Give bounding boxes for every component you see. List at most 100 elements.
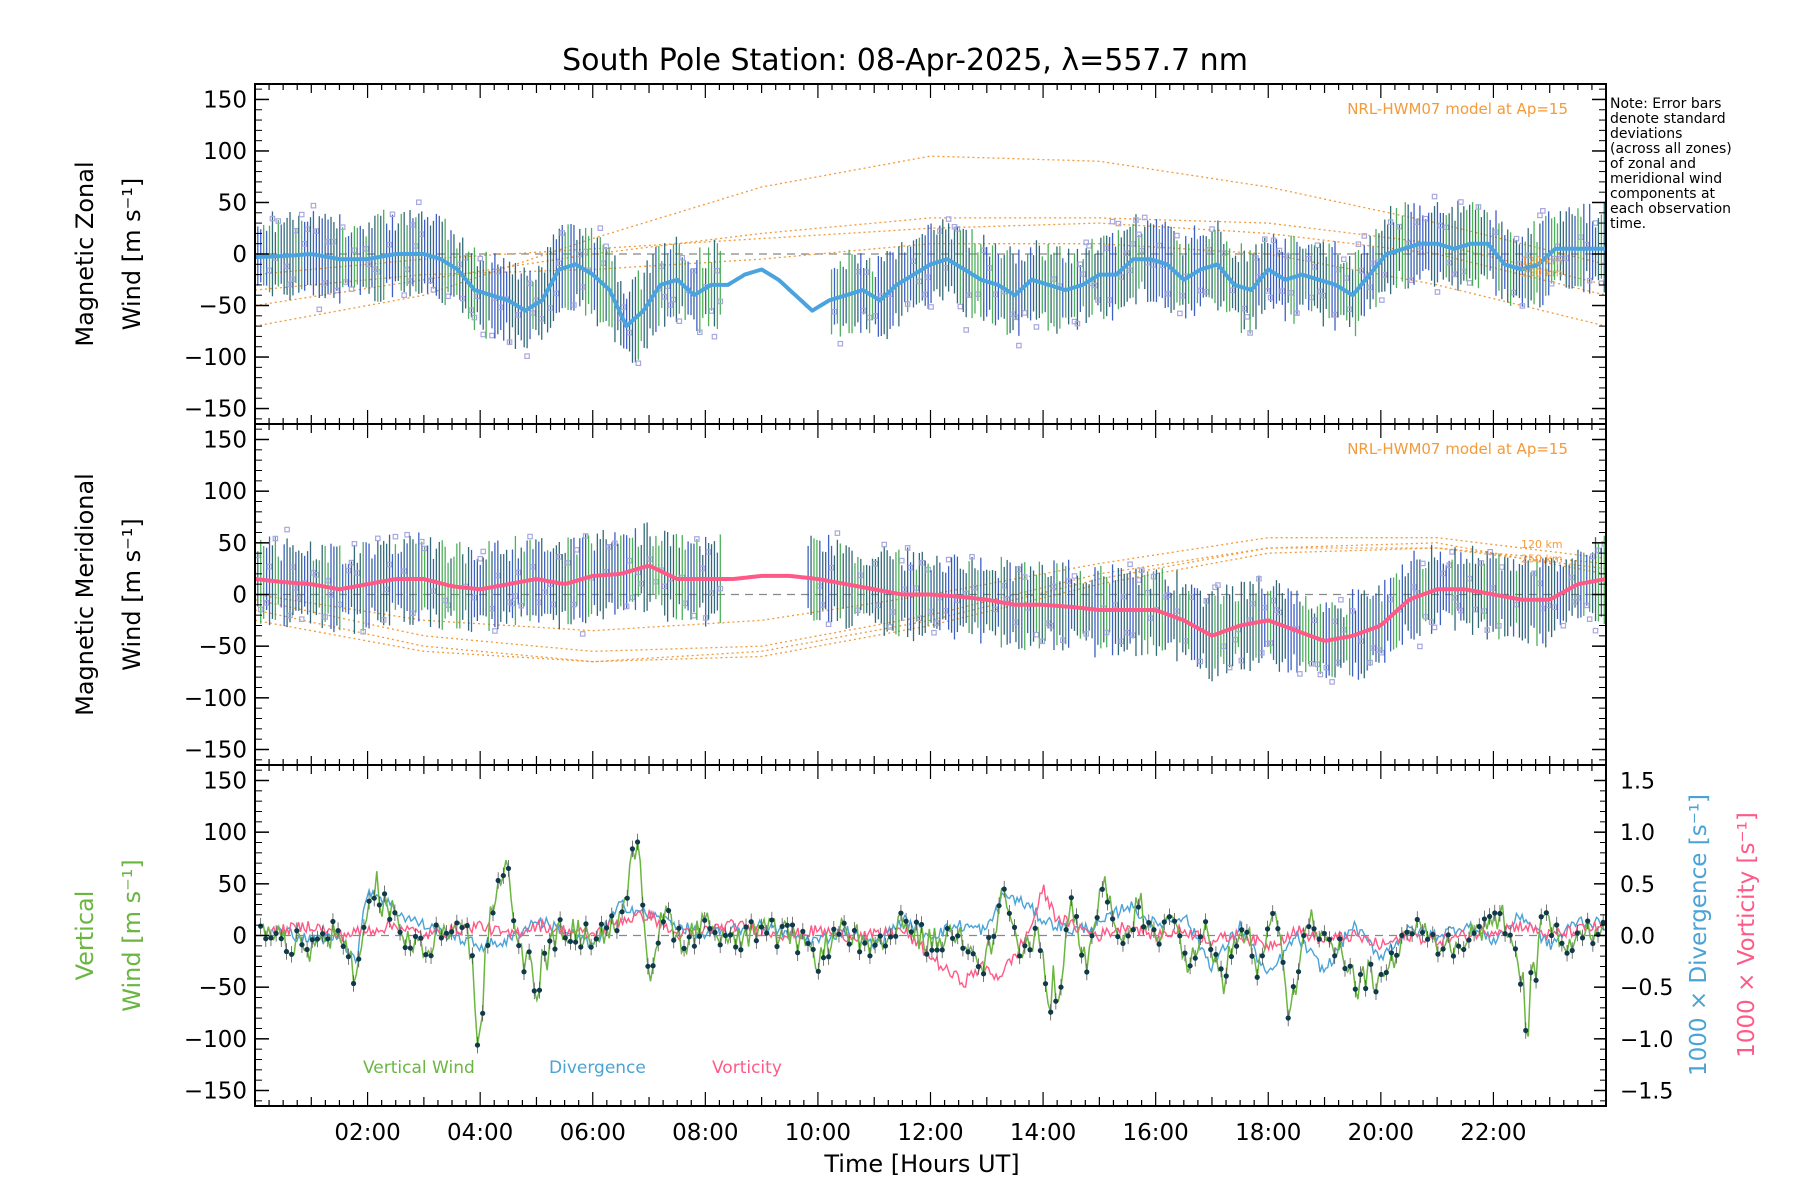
scatter-point (1525, 252, 1532, 259)
scatter-point (468, 307, 475, 314)
scatter-point (1598, 280, 1605, 287)
scatter-point (682, 600, 688, 607)
scatter-point (1545, 602, 1552, 609)
vertical-wind-point (397, 929, 403, 935)
vertical-wind-point (743, 924, 749, 930)
scatter-point (1335, 266, 1341, 273)
scatter-point (1487, 548, 1493, 555)
scatter-point (480, 331, 487, 338)
scatter-point (316, 306, 323, 313)
scatter-point (1370, 260, 1376, 267)
right-axis-tick-label: 1.0 (1620, 821, 1655, 846)
model-curve (255, 217, 1606, 307)
y-tick-label: 150 (203, 428, 247, 454)
vertical-wind-point (903, 918, 909, 924)
vertical-wind-point (1063, 927, 1069, 933)
scatter-point (957, 303, 964, 310)
scatter-point (1367, 659, 1373, 666)
scatter-point (1335, 659, 1341, 666)
scatter-point (430, 588, 437, 594)
scatter-point (1510, 289, 1517, 296)
scatter-point (966, 292, 972, 298)
scatter-point (606, 544, 612, 550)
scatter-point (898, 557, 905, 564)
scatter-point (1203, 598, 1210, 604)
scatter-point (954, 226, 961, 232)
scatter-point (1458, 607, 1464, 614)
scatter-point (1578, 234, 1584, 240)
vertical-wind-point (980, 971, 987, 977)
model-curve (255, 547, 1606, 652)
vertical-wind-point (758, 924, 765, 930)
x-tick-label: 04:00 (447, 1120, 513, 1146)
scatter-point (934, 620, 940, 626)
scatter-point (1563, 255, 1570, 262)
scatter-point (266, 267, 273, 274)
scatter-point (1595, 547, 1602, 554)
y-tick-label: 150 (203, 769, 247, 795)
scatter-point (495, 572, 501, 579)
vertical-wind-point (1244, 929, 1250, 935)
scatter-point (1452, 271, 1458, 278)
vertical-wind-point (1466, 937, 1472, 943)
vertical-wind-point (1161, 919, 1167, 925)
x-tick-label: 16:00 (1123, 1120, 1189, 1146)
scatter-point (334, 287, 340, 294)
y-tick-label: −100 (184, 345, 247, 371)
model-level-label: 250 km (1521, 267, 1563, 280)
scatter-point (536, 599, 542, 606)
scatter-point (1589, 553, 1596, 560)
vertical-wind-point (1079, 952, 1085, 958)
scatter-point (817, 583, 823, 589)
scatter-point (1358, 267, 1365, 274)
scatter-point (819, 602, 826, 608)
vertical-wind-point (1202, 919, 1209, 925)
legend-divergence: Divergence (549, 1058, 646, 1078)
scatter-point (266, 563, 273, 570)
y-tick-label: 100 (203, 479, 247, 505)
y-axis-label: Wind [m s⁻¹] (118, 859, 146, 1011)
scatter-point (480, 548, 487, 555)
scatter-point (1241, 305, 1248, 312)
scatter-point (1320, 292, 1327, 299)
vertical-wind-point (1337, 936, 1343, 942)
vertical-wind-point (593, 936, 599, 942)
vertical-wind-point (309, 937, 315, 943)
scatter-point (474, 293, 481, 300)
scatter-point (1021, 310, 1028, 316)
scatter-point (597, 225, 604, 231)
y-tick-label: 50 (218, 190, 247, 216)
scatter-point (404, 266, 410, 273)
scatter-point (1411, 584, 1417, 590)
scatter-point (1338, 596, 1344, 603)
scatter-point (354, 570, 361, 576)
scatter-point (1381, 272, 1388, 278)
vertical-wind-point (717, 942, 723, 948)
scatter-point (492, 628, 498, 634)
vertical-wind-point (1332, 953, 1338, 959)
vertical-wind-point (418, 935, 424, 941)
vertical-wind-point (826, 954, 832, 960)
vertical-wind-point (459, 924, 465, 931)
scatter-point (304, 226, 311, 233)
scatter-point (1548, 280, 1555, 287)
scatter-point (348, 559, 355, 566)
plot-area-vertical (255, 833, 1606, 1054)
scatter-point (872, 560, 879, 567)
vertical-wind-point (1099, 886, 1105, 892)
scatter-point (1197, 658, 1204, 665)
vertical-wind-point (454, 920, 460, 926)
scatter-point (860, 307, 867, 314)
scatter-point (515, 569, 522, 576)
scatter-point (1001, 582, 1008, 589)
scatter-point (1461, 268, 1467, 275)
scatter-point (456, 261, 463, 268)
scatter-point (293, 227, 299, 234)
scatter-point (980, 247, 987, 254)
scatter-point (1434, 289, 1441, 295)
vertical-wind-point (340, 943, 346, 949)
scatter-point (477, 255, 484, 262)
scatter-point (1297, 671, 1303, 677)
vertical-wind-point (862, 940, 868, 946)
scatter-point (1065, 578, 1072, 584)
